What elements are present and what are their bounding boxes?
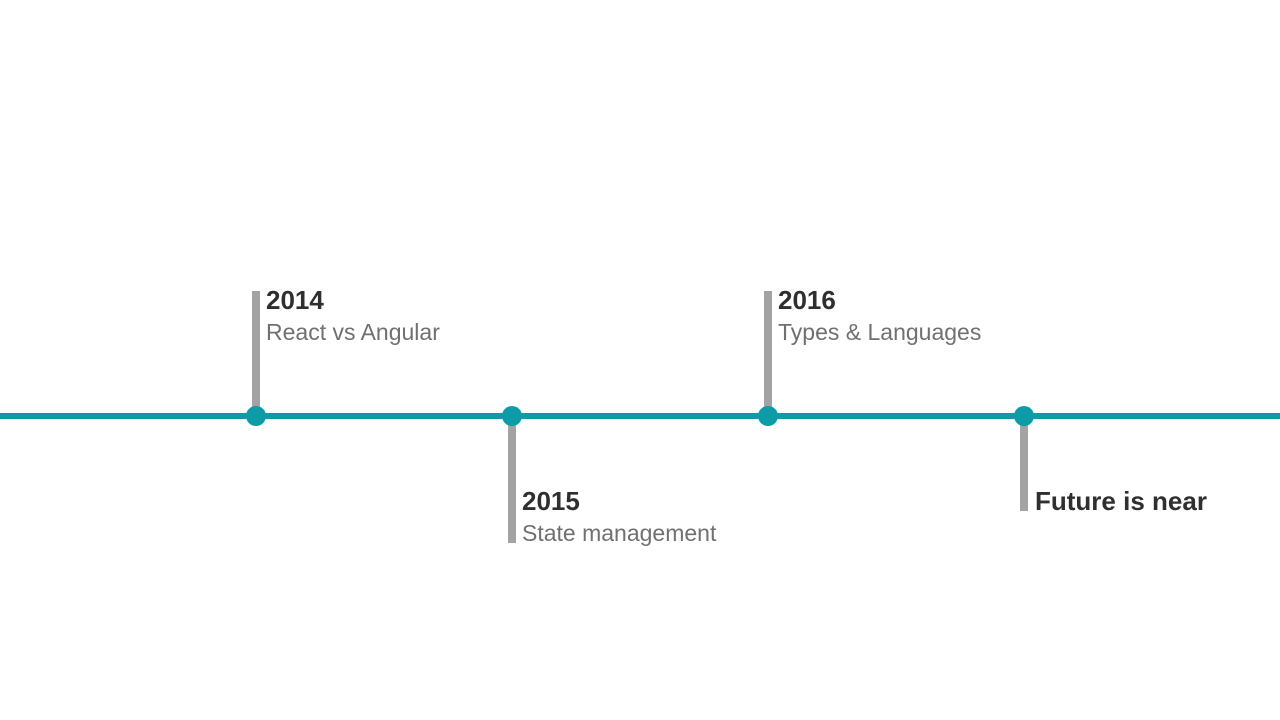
event-description: State management (522, 520, 717, 546)
event-year: 2014 (266, 285, 324, 315)
event-marker-2015 (502, 406, 522, 426)
event-stem-2014 (252, 291, 260, 411)
event-year: 2015 (522, 486, 580, 516)
event-description: React vs Angular (266, 319, 440, 345)
timeline-axis (0, 413, 1280, 419)
event-label-2014: 2014 React vs Angular (266, 284, 440, 348)
event-marker-future (1014, 406, 1034, 426)
event-stem-future (1020, 420, 1028, 511)
event-year: 2016 (778, 285, 836, 315)
event-label-2016: 2016 Types & Languages (778, 284, 981, 348)
event-description: Types & Languages (778, 319, 982, 345)
event-label-future: Future is near (1035, 485, 1207, 517)
event-marker-2016 (758, 406, 778, 426)
event-year: Future is near (1035, 486, 1207, 516)
event-marker-2014 (246, 406, 266, 426)
event-stem-2015 (508, 420, 516, 543)
event-stem-2016 (764, 291, 772, 411)
event-label-2015: 2015 State management (522, 485, 716, 549)
